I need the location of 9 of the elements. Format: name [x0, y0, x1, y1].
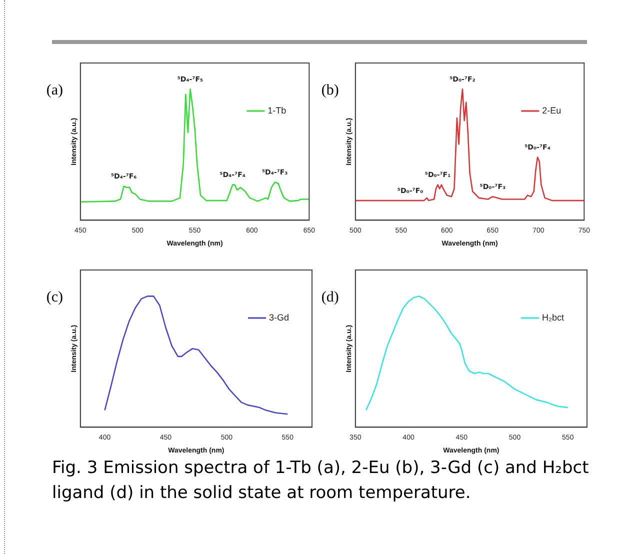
legend-label: 1-Tb	[268, 105, 286, 116]
chart-title: (a)	[46, 82, 64, 98]
chart-title: (b)	[321, 82, 339, 98]
chart-title: (c)	[46, 289, 64, 306]
legend-label: 2-Eu	[542, 105, 562, 116]
legend-label: H₂bct	[542, 312, 564, 322]
chart-title: (d)	[321, 289, 339, 306]
legend-label: 3-Gd	[268, 312, 290, 322]
caption: Fig. 3 Emission spectra of 1-Tb (a), 2-Eu (b), 3-Gd (c) and H₂bct ligand (d) in the solid state at room temperature.	[52, 457, 590, 505]
